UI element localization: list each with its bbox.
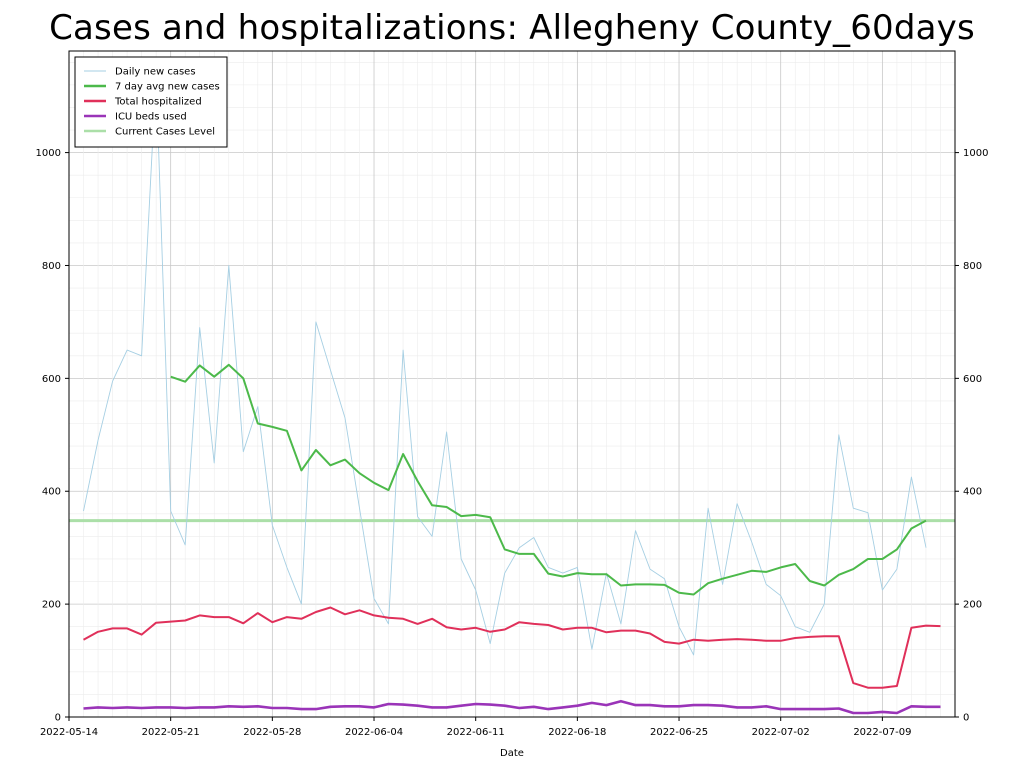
series-total-hospitalized xyxy=(83,606,941,689)
series-7-day-avg-new-cases xyxy=(170,363,927,596)
y-tick-label-left: 1000 xyxy=(36,148,61,159)
y-tick-left: 400 xyxy=(42,487,69,498)
x-tick: 2022-06-18 xyxy=(548,717,606,738)
y-tick-label-left: 800 xyxy=(42,261,61,272)
y-tick-right: 600 xyxy=(955,374,982,385)
axes-frame xyxy=(68,50,956,718)
y-tick-label-right: 1000 xyxy=(963,148,988,159)
chart-title: Cases and hospitalizations: Allegheny Co… xyxy=(49,8,975,48)
x-axis: 2022-05-14 2022-05-21 2022-05-28 2022-06-04… xyxy=(40,717,911,738)
series-layer xyxy=(69,73,955,715)
x-tick: 2022-05-14 xyxy=(40,717,98,738)
legend: Daily new cases 7 day avg new cases Total … xyxy=(74,56,228,148)
x-tick-label: 2022-05-21 xyxy=(142,727,200,738)
y-tick-label-left: 0 xyxy=(55,713,61,724)
legend-label-7-day-avg-new-cases: 7 day avg new cases xyxy=(115,82,220,93)
y-axis-left: 0 200 400 600 800 1000 xyxy=(36,148,69,724)
x-tick-label: 2022-05-14 xyxy=(40,727,98,738)
x-tick: 2022-06-04 xyxy=(345,717,403,738)
x-tick: 2022-05-28 xyxy=(243,717,301,738)
y-tick-label-left: 600 xyxy=(42,374,61,385)
x-tick-label: 2022-06-11 xyxy=(447,727,505,738)
x-tick-label: 2022-06-04 xyxy=(345,727,403,738)
y-tick-right: 0 xyxy=(955,713,969,724)
x-tick-label: 2022-06-25 xyxy=(650,727,708,738)
y-tick-label-left: 200 xyxy=(42,600,61,611)
y-tick-label-left: 400 xyxy=(42,487,61,498)
legend-label-total-hospitalized: Total hospitalized xyxy=(114,97,202,108)
legend-label-current-cases-level: Current Cases Level xyxy=(115,127,215,138)
x-tick: 2022-05-21 xyxy=(142,717,200,738)
series-icu-beds-used xyxy=(83,699,941,715)
series-daily-new-cases xyxy=(83,73,927,656)
y-tick-left: 1000 xyxy=(36,148,69,159)
x-tick: 2022-06-25 xyxy=(650,717,708,738)
y-tick-right: 400 xyxy=(955,487,982,498)
x-tick: 2022-07-09 xyxy=(853,717,911,738)
y-tick-left: 600 xyxy=(42,374,69,385)
y-axis-right: 0 200 400 600 800 1000 xyxy=(955,148,988,724)
x-tick: 2022-06-11 xyxy=(447,717,505,738)
y-tick-label-right: 800 xyxy=(963,261,982,272)
y-tick-label-right: 200 xyxy=(963,600,982,611)
x-tick-label: 2022-07-09 xyxy=(853,727,911,738)
y-tick-label-right: 400 xyxy=(963,487,982,498)
grid xyxy=(68,51,956,718)
x-tick: 2022-07-02 xyxy=(752,717,810,738)
y-tick-label-right: 600 xyxy=(963,374,982,385)
x-tick-label: 2022-05-28 xyxy=(243,727,301,738)
y-tick-right: 800 xyxy=(955,261,982,272)
x-tick-label: 2022-07-02 xyxy=(752,727,810,738)
y-tick-left: 200 xyxy=(42,600,69,611)
y-tick-left: 800 xyxy=(42,261,69,272)
x-axis-label: Date xyxy=(500,748,524,759)
y-tick-right: 1000 xyxy=(955,148,988,159)
y-tick-left: 0 xyxy=(55,713,69,724)
y-tick-right: 200 xyxy=(955,600,982,611)
x-tick-label: 2022-06-18 xyxy=(548,727,606,738)
legend-label-icu-beds-used: ICU beds used xyxy=(115,112,187,123)
y-tick-label-right: 0 xyxy=(963,713,969,724)
legend-label-daily-new-cases: Daily new cases xyxy=(115,67,196,78)
